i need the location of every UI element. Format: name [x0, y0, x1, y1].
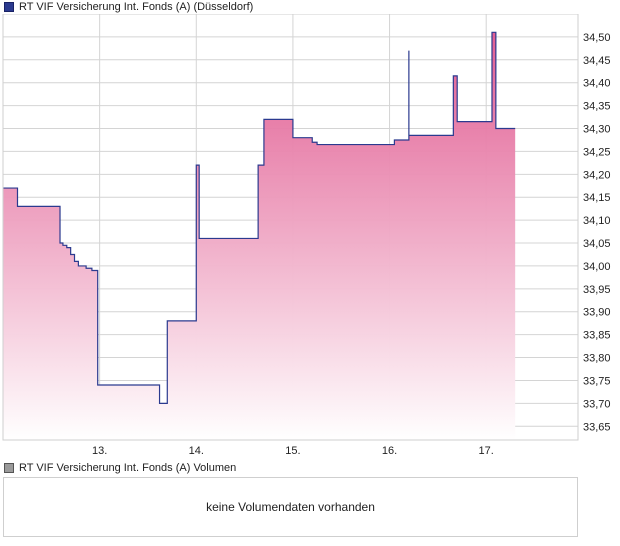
y-tick-label: 33,95 — [583, 284, 611, 296]
y-tick-label: 33,75 — [583, 375, 611, 387]
volume-legend-label: RT VIF Versicherung Int. Fonds (A) Volum… — [19, 462, 237, 474]
x-tick-label: 14. — [189, 445, 204, 457]
x-tick-label: 17. — [479, 445, 494, 457]
y-tick-label: 33,65 — [583, 421, 611, 433]
y-tick-label: 34,15 — [583, 192, 611, 204]
plot-frame — [2, 14, 579, 441]
y-tick-label: 33,90 — [583, 307, 611, 319]
volume-legend: RT VIF Versicherung Int. Fonds (A) Volum… — [4, 461, 236, 475]
price-legend-label: RT VIF Versicherung Int. Fonds (A) (Düss… — [19, 1, 254, 13]
price-legend: RT VIF Versicherung Int. Fonds (A) (Düss… — [4, 0, 253, 14]
y-tick-label: 34,20 — [583, 169, 611, 181]
y-tick-label: 34,00 — [583, 261, 611, 273]
price-area — [3, 32, 516, 440]
y-tick-label: 34,25 — [583, 146, 611, 158]
y-tick-label: 34,50 — [583, 32, 611, 44]
price-legend-swatch — [4, 2, 14, 12]
y-tick-label: 33,70 — [583, 398, 611, 410]
y-tick-label: 34,40 — [583, 78, 611, 90]
volume-panel: keine Volumendaten vorhanden — [3, 477, 578, 537]
y-tick-label: 34,35 — [583, 101, 611, 113]
x-tick-label: 16. — [382, 445, 397, 457]
volume-empty-message: keine Volumendaten vorhanden — [206, 500, 375, 514]
y-axis-ticks: 33,65 33,70 33,75 33,80 33,85 33,90 33,95 34,00… — [583, 32, 611, 433]
price-line — [3, 31, 516, 404]
volume-legend-swatch — [4, 463, 14, 473]
y-tick-label: 33,80 — [583, 353, 611, 365]
x-tick-label: 15. — [285, 445, 300, 457]
price-chart: 33,65 33,70 33,75 33,80 33,85 33,90 33,95 34,00… — [2, 14, 611, 457]
x-axis-ticks: 13. 14. 15. 16. 17. — [92, 445, 494, 457]
y-tick-label: 33,85 — [583, 330, 611, 342]
y-tick-label: 34,10 — [583, 215, 611, 227]
y-tick-label: 34,45 — [583, 55, 611, 67]
y-tick-label: 34,05 — [583, 238, 611, 250]
y-tick-label: 34,30 — [583, 124, 611, 136]
x-tick-label: 13. — [92, 445, 107, 457]
